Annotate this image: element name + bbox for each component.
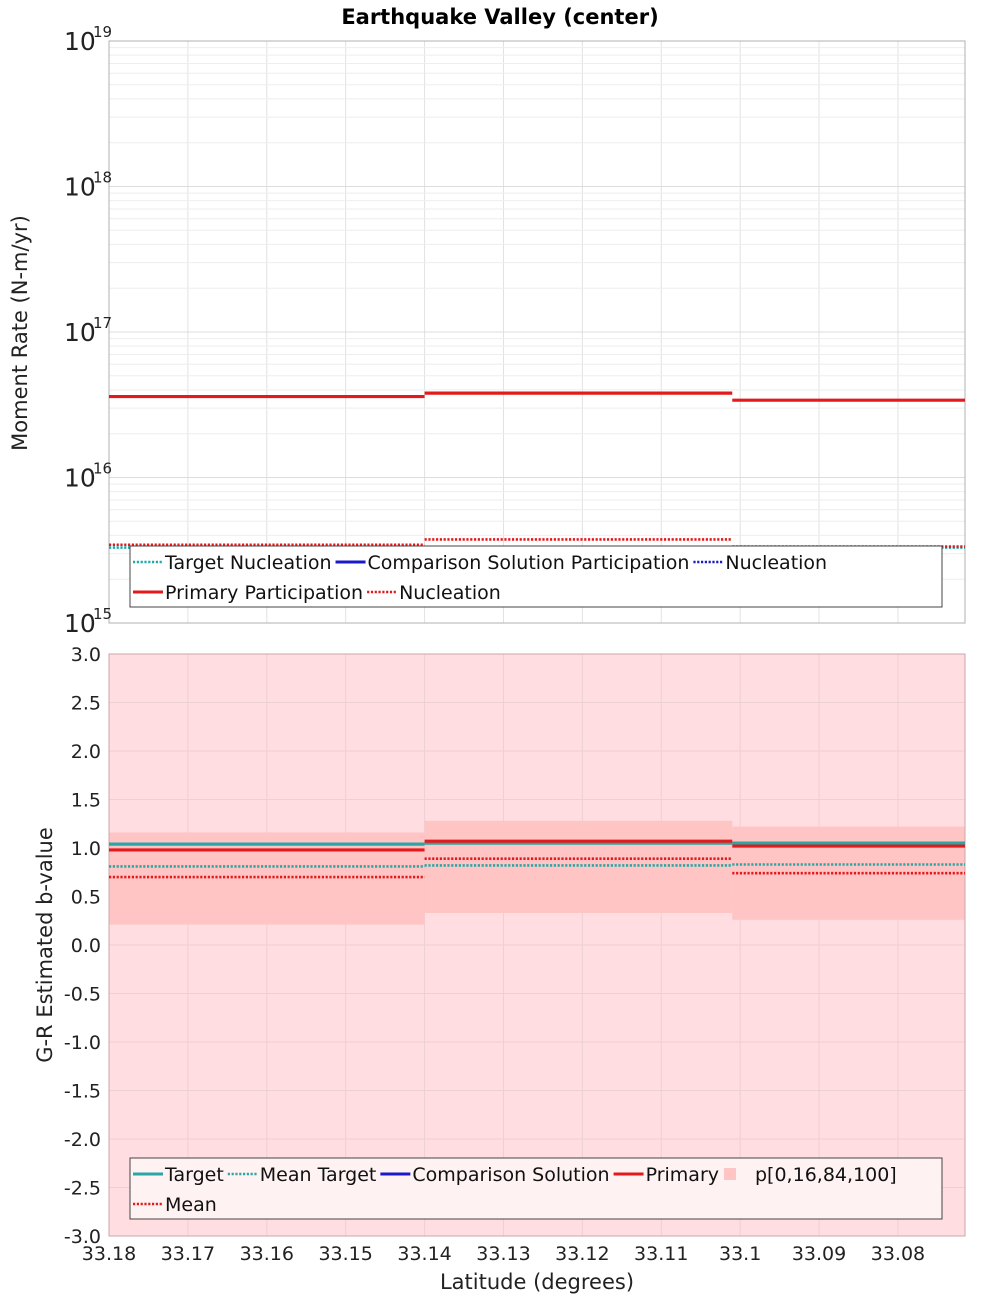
legend-item: Mean Target xyxy=(227,1164,377,1186)
top-y-tick-exponent: 18 xyxy=(93,169,112,187)
legend-label: Mean xyxy=(165,1194,217,1216)
legend-item: Primary Participation xyxy=(133,582,363,604)
legend-item: p[0,16,84,100] xyxy=(724,1164,897,1186)
top-gridlines xyxy=(108,41,965,624)
legend-item: Primary xyxy=(613,1164,719,1186)
bottom-y-tick-label: -1.0 xyxy=(64,1032,101,1054)
top-y-tick-exponent: 19 xyxy=(93,23,112,41)
legend-label: Primary xyxy=(646,1164,719,1186)
bottom-series xyxy=(109,839,965,879)
bottom-y-tick-label: 0.0 xyxy=(71,935,101,957)
bottom-y-tick-label: -3.0 xyxy=(64,1226,101,1248)
bottom-y-tick-label: -1.5 xyxy=(64,1081,101,1103)
top-y-tick-exponent: 15 xyxy=(93,605,112,623)
legend-item: Target xyxy=(133,1164,224,1186)
x-tick-label: 33.16 xyxy=(240,1243,294,1265)
x-tick-label: 33.1 xyxy=(719,1243,761,1265)
legend-b-value: Target Mean Target Comparison Solution Prim… xyxy=(129,1157,943,1220)
bottom-plot-frame xyxy=(108,653,966,1237)
bottom-y-tick-label: -0.5 xyxy=(64,984,101,1006)
b-value-panel: 3.0 2.5 2.0 1.5 1.0 0.5 0.0 -0.5 -1.0 -1.5 -2.0 -2.… xyxy=(64,644,966,1265)
band-16-84-segment xyxy=(109,832,425,925)
top-y-tick-base: 10 xyxy=(64,464,96,493)
x-tick-label: 33.11 xyxy=(634,1243,688,1265)
x-tick-label: 33.15 xyxy=(318,1243,372,1265)
x-tick-label: 33.18 xyxy=(82,1243,136,1265)
legend-label: Target Nucleation xyxy=(164,552,332,574)
chart-title: Earthquake Valley (center) xyxy=(341,5,658,29)
x-tick-label: 33.14 xyxy=(397,1243,451,1265)
legend-moment-rate: Target Nucleation Comparison Solution Par… xyxy=(129,545,943,608)
top-plot-frame xyxy=(108,40,966,624)
band-16-84-segment xyxy=(424,820,733,913)
bottom-y-tick-label: 1.5 xyxy=(71,790,101,812)
legend-label: Target xyxy=(164,1164,224,1186)
top-y-tick-base: 10 xyxy=(64,173,96,202)
top-y-axis-label: Moment Rate (N-m/yr) xyxy=(8,215,32,451)
x-tick-label: 33.08 xyxy=(871,1243,925,1265)
top-y-tick-exponent: 17 xyxy=(93,314,112,332)
top-y-tick-base: 10 xyxy=(64,27,96,56)
legend-label: p[0,16,84,100] xyxy=(755,1164,897,1186)
top-y-tick-exponent: 16 xyxy=(93,460,112,478)
percentile-band xyxy=(109,820,965,925)
bottom-y-tick-label: 1.0 xyxy=(71,838,101,860)
legend-item: Nucleation xyxy=(367,582,501,604)
bottom-y-tick-label: 0.5 xyxy=(71,887,101,909)
bottom-y-tick-label: 2.0 xyxy=(71,741,101,763)
legend-item: Comparison Solution Participation xyxy=(335,552,690,574)
bottom-y-tick-label: 3.0 xyxy=(71,644,101,666)
legend-label: Nucleation xyxy=(725,552,827,574)
legend-label: Comparison Solution xyxy=(412,1164,609,1186)
legend-label: Nucleation xyxy=(399,582,501,604)
top-y-tick-base: 10 xyxy=(64,318,96,347)
legend-item: Target Nucleation xyxy=(133,552,332,574)
bottom-y-axis-label: G-R Estimated b-value xyxy=(33,827,57,1063)
bottom-y-tick-label: -2.0 xyxy=(64,1129,101,1151)
legend-item: Mean xyxy=(133,1194,217,1216)
legend-label: Mean Target xyxy=(260,1164,377,1186)
top-y-tick-base: 10 xyxy=(64,609,96,638)
x-tick-label: 33.17 xyxy=(161,1243,215,1265)
legend-box xyxy=(129,1157,943,1220)
x-tick-label: 33.12 xyxy=(555,1243,609,1265)
bottom-y-tick-label: 2.5 xyxy=(71,693,101,715)
legend-swatch xyxy=(724,1168,736,1180)
legend-label: Primary Participation xyxy=(165,582,363,604)
bottom-y-tick-label: -2.5 xyxy=(64,1178,101,1200)
legend-item: Comparison Solution xyxy=(380,1164,610,1186)
legend-item: Nucleation xyxy=(693,552,827,574)
legend-box xyxy=(129,545,943,608)
x-tick-label: 33.13 xyxy=(476,1243,530,1265)
legend-label: Comparison Solution Participation xyxy=(368,552,690,574)
x-tick-label: 33.09 xyxy=(792,1243,846,1265)
x-axis-label: Latitude (degrees) xyxy=(440,1270,634,1294)
